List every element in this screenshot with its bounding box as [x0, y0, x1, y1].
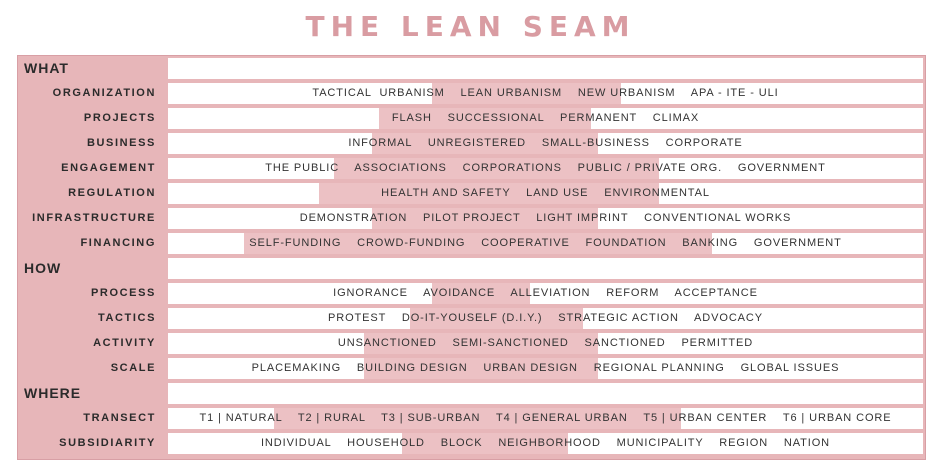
seam-band	[273, 408, 682, 429]
row-text: PROTEST DO-IT-YOUSELF (D.I.Y.) STRATEGIC…	[327, 312, 763, 324]
seam-band	[364, 333, 599, 354]
row-projects: PROJECTS FLASH SUCCESSIONAL PERMANENT CL…	[18, 106, 925, 131]
row-business: BUSINESS INFORMAL UNREGISTERED SMALL-BUS…	[18, 131, 925, 156]
row-values: HEALTH AND SAFETY LAND USE ENVIRONMENTAL	[168, 183, 923, 204]
row-values: SELF-FUNDING CROWD-FUNDING COOPERATIVE F…	[168, 233, 923, 254]
row-infrastructure: INFRASTRUCTURE DEMONSTRATION PILOT PROJE…	[18, 206, 925, 231]
row-tactics: TACTICS PROTEST DO-IT-YOUSELF (D.I.Y.) S…	[18, 306, 925, 331]
seam-band	[371, 133, 599, 154]
section-label: WHERE	[24, 385, 82, 401]
row-label: TACTICS	[97, 312, 156, 324]
row-text: SELF-FUNDING CROWD-FUNDING COOPERATIVE F…	[249, 237, 842, 249]
lean-seam-table: WHAT ORGANIZATION TACTICAL URBANISM LEAN…	[17, 55, 926, 460]
row-text: HEALTH AND SAFETY LAND USE ENVIRONMENTAL	[381, 187, 710, 199]
row-financing: FINANCING SELF-FUNDING CROWD-FUNDING COO…	[18, 231, 925, 256]
section-what: WHAT	[18, 56, 925, 81]
row-engagement: ENGAGEMENT THE PUBLIC ASSOCIATIONS CORPO…	[18, 156, 925, 181]
section-bar	[168, 58, 923, 79]
row-label: BUSINESS	[86, 137, 156, 149]
row-values: INFORMAL UNREGISTERED SMALL-BUSINESS COR…	[168, 133, 923, 154]
section-where: WHERE	[18, 381, 925, 406]
row-organization: ORGANIZATION TACTICAL URBANISM LEAN URBA…	[18, 81, 925, 106]
seam-band	[319, 183, 659, 204]
section-how: HOW	[18, 256, 925, 281]
row-regulation: REGULATION HEALTH AND SAFETY LAND USE EN…	[18, 181, 925, 206]
row-scale: SCALE PLACEMAKING BUILDING DESIGN URBAN …	[18, 356, 925, 381]
section-bar	[168, 258, 923, 279]
row-process: PROCESS IGNORANCE AVOIDANCE ALLEVIATION …	[18, 281, 925, 306]
row-values: THE PUBLIC ASSOCIATIONS CORPORATIONS PUB…	[168, 158, 923, 179]
row-text: UNSANCTIONED SEMI-SANCTIONED SANCTIONED …	[337, 337, 754, 349]
row-text: THE PUBLIC ASSOCIATIONS CORPORATIONS PUB…	[265, 162, 826, 174]
row-values: T1 | NATURAL T2 | RURAL T3 | SUB-URBAN T…	[168, 408, 923, 429]
row-values: INDIVIDUAL HOUSEHOLD BLOCK NEIGHBORHOOD …	[168, 433, 923, 454]
row-label: PROCESS	[91, 287, 156, 299]
row-text: T1 | NATURAL T2 | RURAL T3 | SUB-URBAN T…	[199, 412, 892, 424]
row-text: INDIVIDUAL HOUSEHOLD BLOCK NEIGHBORHOOD …	[260, 437, 831, 449]
row-text: INFORMAL UNREGISTERED SMALL-BUSINESS COR…	[348, 137, 743, 149]
row-values: UNSANCTIONED SEMI-SANCTIONED SANCTIONED …	[168, 333, 923, 354]
row-text: DEMONSTRATION PILOT PROJECT LIGHT IMPRIN…	[299, 212, 792, 224]
row-label: TRANSECT	[83, 412, 156, 424]
seam-band	[334, 158, 659, 179]
row-label: REGULATION	[68, 187, 156, 199]
row-transect: TRANSECT T1 | NATURAL T2 | RURAL T3 | SU…	[18, 406, 925, 431]
row-values: FLASH SUCCESSIONAL PERMANENT CLIMAX	[168, 108, 923, 129]
seam-band	[402, 433, 569, 454]
row-text: PLACEMAKING BUILDING DESIGN URBAN DESIGN…	[251, 362, 840, 374]
row-label: FINANCING	[80, 237, 156, 249]
row-values: IGNORANCE AVOIDANCE ALLEVIATION REFORM A…	[168, 283, 923, 304]
row-activity: ACTIVITY UNSANCTIONED SEMI-SANCTIONED SA…	[18, 331, 925, 356]
row-label: SCALE	[110, 362, 156, 374]
row-label: ORGANIZATION	[52, 87, 156, 99]
section-bar	[168, 383, 923, 404]
row-label: ACTIVITY	[93, 337, 156, 349]
seam-band	[432, 283, 531, 304]
row-values: PROTEST DO-IT-YOUSELF (D.I.Y.) STRATEGIC…	[168, 308, 923, 329]
seam-band	[243, 233, 712, 254]
section-label: WHAT	[24, 60, 69, 76]
row-label: ENGAGEMENT	[61, 162, 156, 174]
row-label: PROJECTS	[83, 112, 156, 124]
row-values: PLACEMAKING BUILDING DESIGN URBAN DESIGN…	[168, 358, 923, 379]
seam-band	[371, 208, 599, 229]
section-label: HOW	[24, 260, 62, 276]
row-text: FLASH SUCCESSIONAL PERMANENT CLIMAX	[391, 112, 700, 124]
row-subsidiarity: SUBSIDIARITY INDIVIDUAL HOUSEHOLD BLOCK …	[18, 431, 925, 456]
row-label: INFRASTRUCTURE	[32, 212, 156, 224]
row-label: SUBSIDIARITY	[59, 437, 156, 449]
seam-band	[379, 108, 591, 129]
row-text: IGNORANCE AVOIDANCE ALLEVIATION REFORM A…	[333, 287, 758, 299]
seam-band	[432, 83, 621, 104]
seam-band	[364, 358, 599, 379]
seam-band	[409, 308, 584, 329]
page-title: THE LEAN SEAM	[305, 10, 636, 43]
row-values: TACTICAL URBANISM LEAN URBANISM NEW URBA…	[168, 83, 923, 104]
row-values: DEMONSTRATION PILOT PROJECT LIGHT IMPRIN…	[168, 208, 923, 229]
row-text: TACTICAL URBANISM LEAN URBANISM NEW URBA…	[312, 87, 779, 99]
